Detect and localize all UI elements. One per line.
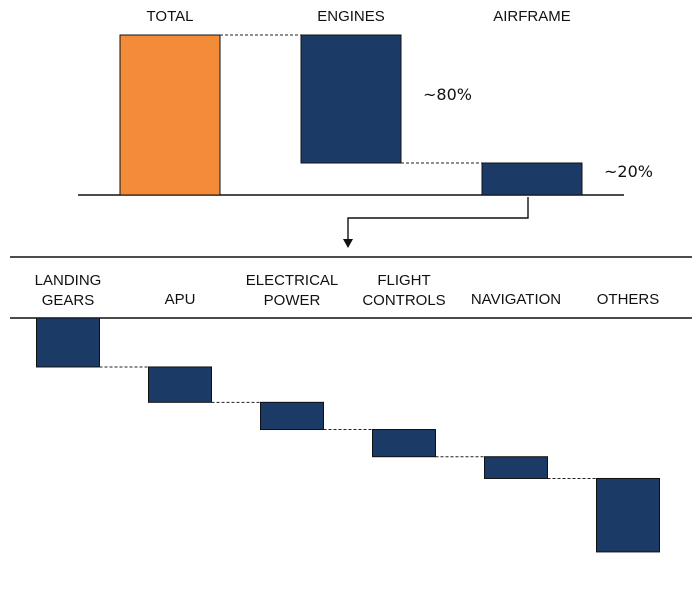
breakdown-arrow [343, 197, 529, 248]
category-label-engines: ENGINES [317, 8, 385, 25]
bar-others [596, 477, 660, 553]
category-label-apu: APU [165, 291, 196, 308]
bar-engines [300, 34, 402, 164]
bar-landing-gears [36, 317, 100, 368]
share-label-engines: ~80% [423, 85, 472, 104]
bar-flight-controls [372, 429, 436, 458]
category-label-total: TOTAL [147, 8, 194, 25]
bar-total [119, 34, 221, 196]
bar-airframe [481, 162, 583, 196]
category-label-landing-gears-line-1: LANDING [35, 272, 102, 289]
category-label-flight-controls-line-2: CONTROLS [362, 292, 445, 309]
share-label-airframe: ~20% [604, 162, 653, 181]
category-label-landing-gears-line-2: GEARS [42, 292, 95, 309]
top-waterfall-chart: TOTAL ENGINES ~80% AIRFRAME ~20% [78, 8, 653, 196]
bottom-waterfall-chart: LANDING GEARS APU ELECTRICAL POWER FLIGHT CONT… [10, 256, 692, 553]
category-label-navigation: NAVIGATION [471, 291, 561, 308]
category-label-flight-controls-line-1: FLIGHT [377, 272, 430, 289]
bar-electrical-power [260, 401, 324, 431]
bar-navigation [484, 456, 548, 479]
bar-apu [148, 366, 212, 403]
category-label-others: OTHERS [597, 291, 660, 308]
category-label-electrical-power-line-1: ELECTRICAL [246, 272, 339, 289]
category-label-airframe: AIRFRAME [493, 8, 571, 25]
category-label-electrical-power-line-2: POWER [264, 292, 321, 309]
